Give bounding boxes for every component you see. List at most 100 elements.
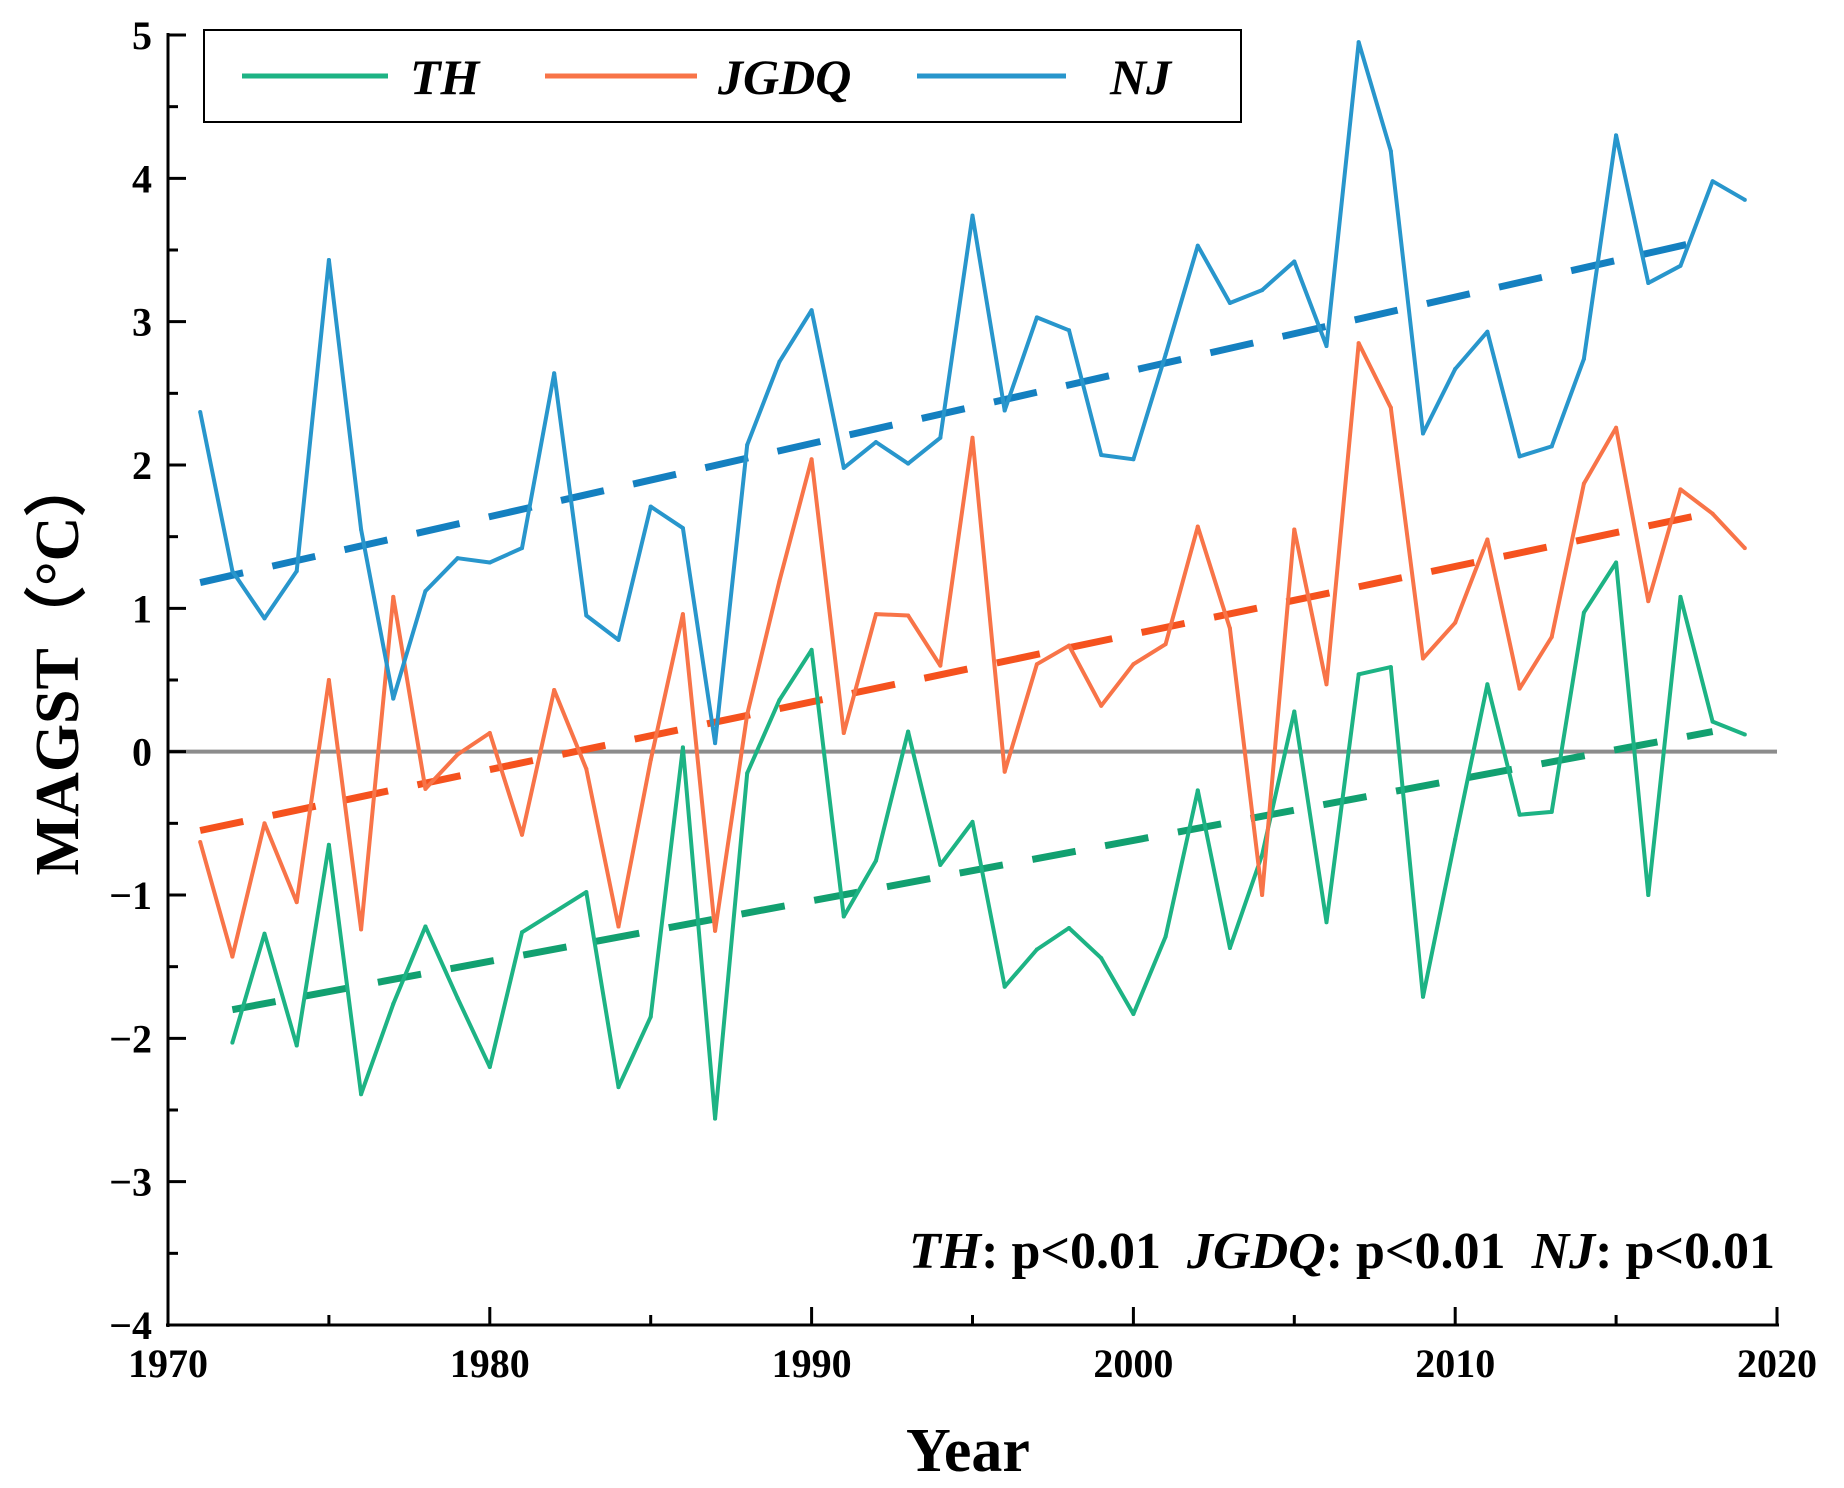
series-points-th	[230, 560, 1747, 1121]
data-point-th	[1614, 560, 1619, 565]
data-point-th	[359, 1092, 364, 1097]
data-point-jgdq	[1614, 425, 1619, 430]
series-line-th	[230, 560, 1746, 1121]
annotation-series-nj: NJ	[1506, 1223, 1598, 1280]
data-point-nj	[745, 442, 750, 447]
data-point-jgdq	[777, 579, 782, 584]
data-point-nj	[970, 213, 975, 218]
data-point-nj	[648, 504, 653, 509]
y-tick-label: 2	[132, 443, 152, 488]
data-point-jgdq	[713, 928, 718, 933]
data-point-nj	[584, 613, 589, 618]
data-point-jgdq	[455, 752, 460, 757]
data-point-jgdq	[1678, 487, 1683, 492]
data-point-jgdq	[1646, 599, 1651, 604]
data-point-th	[1324, 920, 1329, 925]
data-point-nj	[519, 546, 524, 551]
data-point-th	[1710, 719, 1715, 724]
x-tick-label: 1970	[128, 1341, 208, 1386]
annotation-value: : p<0.01	[981, 1223, 1161, 1280]
data-point-jgdq	[262, 821, 267, 826]
data-point-nj	[1356, 40, 1361, 45]
data-point-jgdq	[1067, 643, 1072, 648]
data-point-jgdq	[970, 435, 975, 440]
data-point-th	[873, 858, 878, 863]
data-point-th	[938, 862, 943, 867]
data-point-th	[906, 729, 911, 734]
data-point-jgdq	[1131, 662, 1136, 667]
y-tick-label: 0	[132, 730, 152, 775]
data-point-th	[1356, 672, 1361, 677]
data-point-jgdq	[1260, 893, 1265, 897]
data-point-jgdq	[745, 712, 750, 717]
data-point-th	[262, 931, 267, 936]
data-point-jgdq	[519, 832, 524, 837]
data-point-nj	[262, 616, 267, 621]
data-point-th	[1678, 594, 1683, 599]
data-point-th	[1549, 809, 1554, 814]
data-point-th	[230, 1040, 235, 1045]
y-tick-label: 5	[132, 13, 152, 58]
data-point-nj	[1742, 197, 1747, 202]
data-point-th	[1163, 934, 1168, 939]
data-point-th	[841, 914, 846, 919]
data-point-jgdq	[841, 731, 846, 736]
data-point-th	[745, 771, 750, 776]
y-axis-title: MAGST（°C）	[22, 455, 92, 876]
data-point-th	[680, 745, 685, 750]
data-point-th	[1742, 732, 1747, 737]
data-point-nj	[1678, 263, 1683, 268]
data-point-nj	[1260, 288, 1265, 293]
data-point-jgdq	[1453, 620, 1458, 625]
data-point-th	[777, 698, 782, 703]
trend-line-nj	[199, 235, 1714, 586]
data-point-th	[1131, 1011, 1136, 1016]
series-lines	[198, 40, 1747, 1121]
series-points-jgdq	[198, 341, 1747, 959]
data-point-nj	[487, 560, 492, 565]
data-point-jgdq	[391, 594, 396, 599]
data-point-nj	[423, 589, 428, 594]
y-tick-label: −2	[109, 1016, 152, 1061]
data-point-jgdq	[1581, 481, 1586, 486]
data-point-jgdq	[1388, 405, 1393, 410]
data-point-jgdq	[1324, 682, 1329, 687]
data-point-jgdq	[1099, 703, 1104, 708]
data-point-jgdq	[1195, 524, 1200, 529]
data-point-nj	[1163, 352, 1168, 357]
data-point-nj	[1388, 149, 1393, 154]
x-tick-label: 1990	[772, 1341, 852, 1386]
trend-lines	[199, 235, 1714, 1014]
data-point-th	[970, 819, 975, 824]
data-point-th	[1421, 994, 1426, 999]
data-point-th	[423, 924, 428, 929]
data-point-th	[1002, 984, 1007, 989]
data-point-jgdq	[1485, 537, 1490, 542]
data-point-jgdq	[423, 786, 428, 791]
data-point-jgdq	[198, 839, 203, 844]
data-point-jgdq	[809, 457, 814, 462]
tick-labels: −4 −3 −2 −1 0 1 2 3 4 5 1970 1980 1990 2000 2010 2020	[109, 13, 1817, 1386]
data-point-nj	[326, 258, 331, 263]
annotation-series-jgdq: JGDQ	[1161, 1223, 1326, 1280]
data-point-th	[809, 647, 814, 652]
data-point-nj	[391, 696, 396, 701]
y-tick-label: 3	[132, 300, 152, 345]
data-point-nj	[809, 308, 814, 313]
x-tick-label: 2010	[1415, 1341, 1495, 1386]
data-point-jgdq	[326, 678, 331, 682]
data-point-nj	[1324, 344, 1329, 349]
data-point-jgdq	[873, 612, 878, 617]
data-point-nj	[455, 556, 460, 561]
data-point-nj	[1421, 431, 1426, 436]
significance-annotation: TH: p<0.01 JGDQ: p<0.01 NJ: p<0.01	[909, 1223, 1775, 1280]
data-point-th	[391, 1001, 396, 1006]
y-tick-label: 4	[132, 156, 152, 201]
axes	[166, 33, 1779, 1327]
data-point-jgdq	[1227, 626, 1232, 631]
data-point-jgdq	[1163, 642, 1168, 647]
data-point-nj	[1227, 301, 1232, 306]
data-point-nj	[713, 741, 718, 746]
trend-line-jgdq	[199, 508, 1714, 834]
data-point-nj	[1581, 356, 1586, 361]
